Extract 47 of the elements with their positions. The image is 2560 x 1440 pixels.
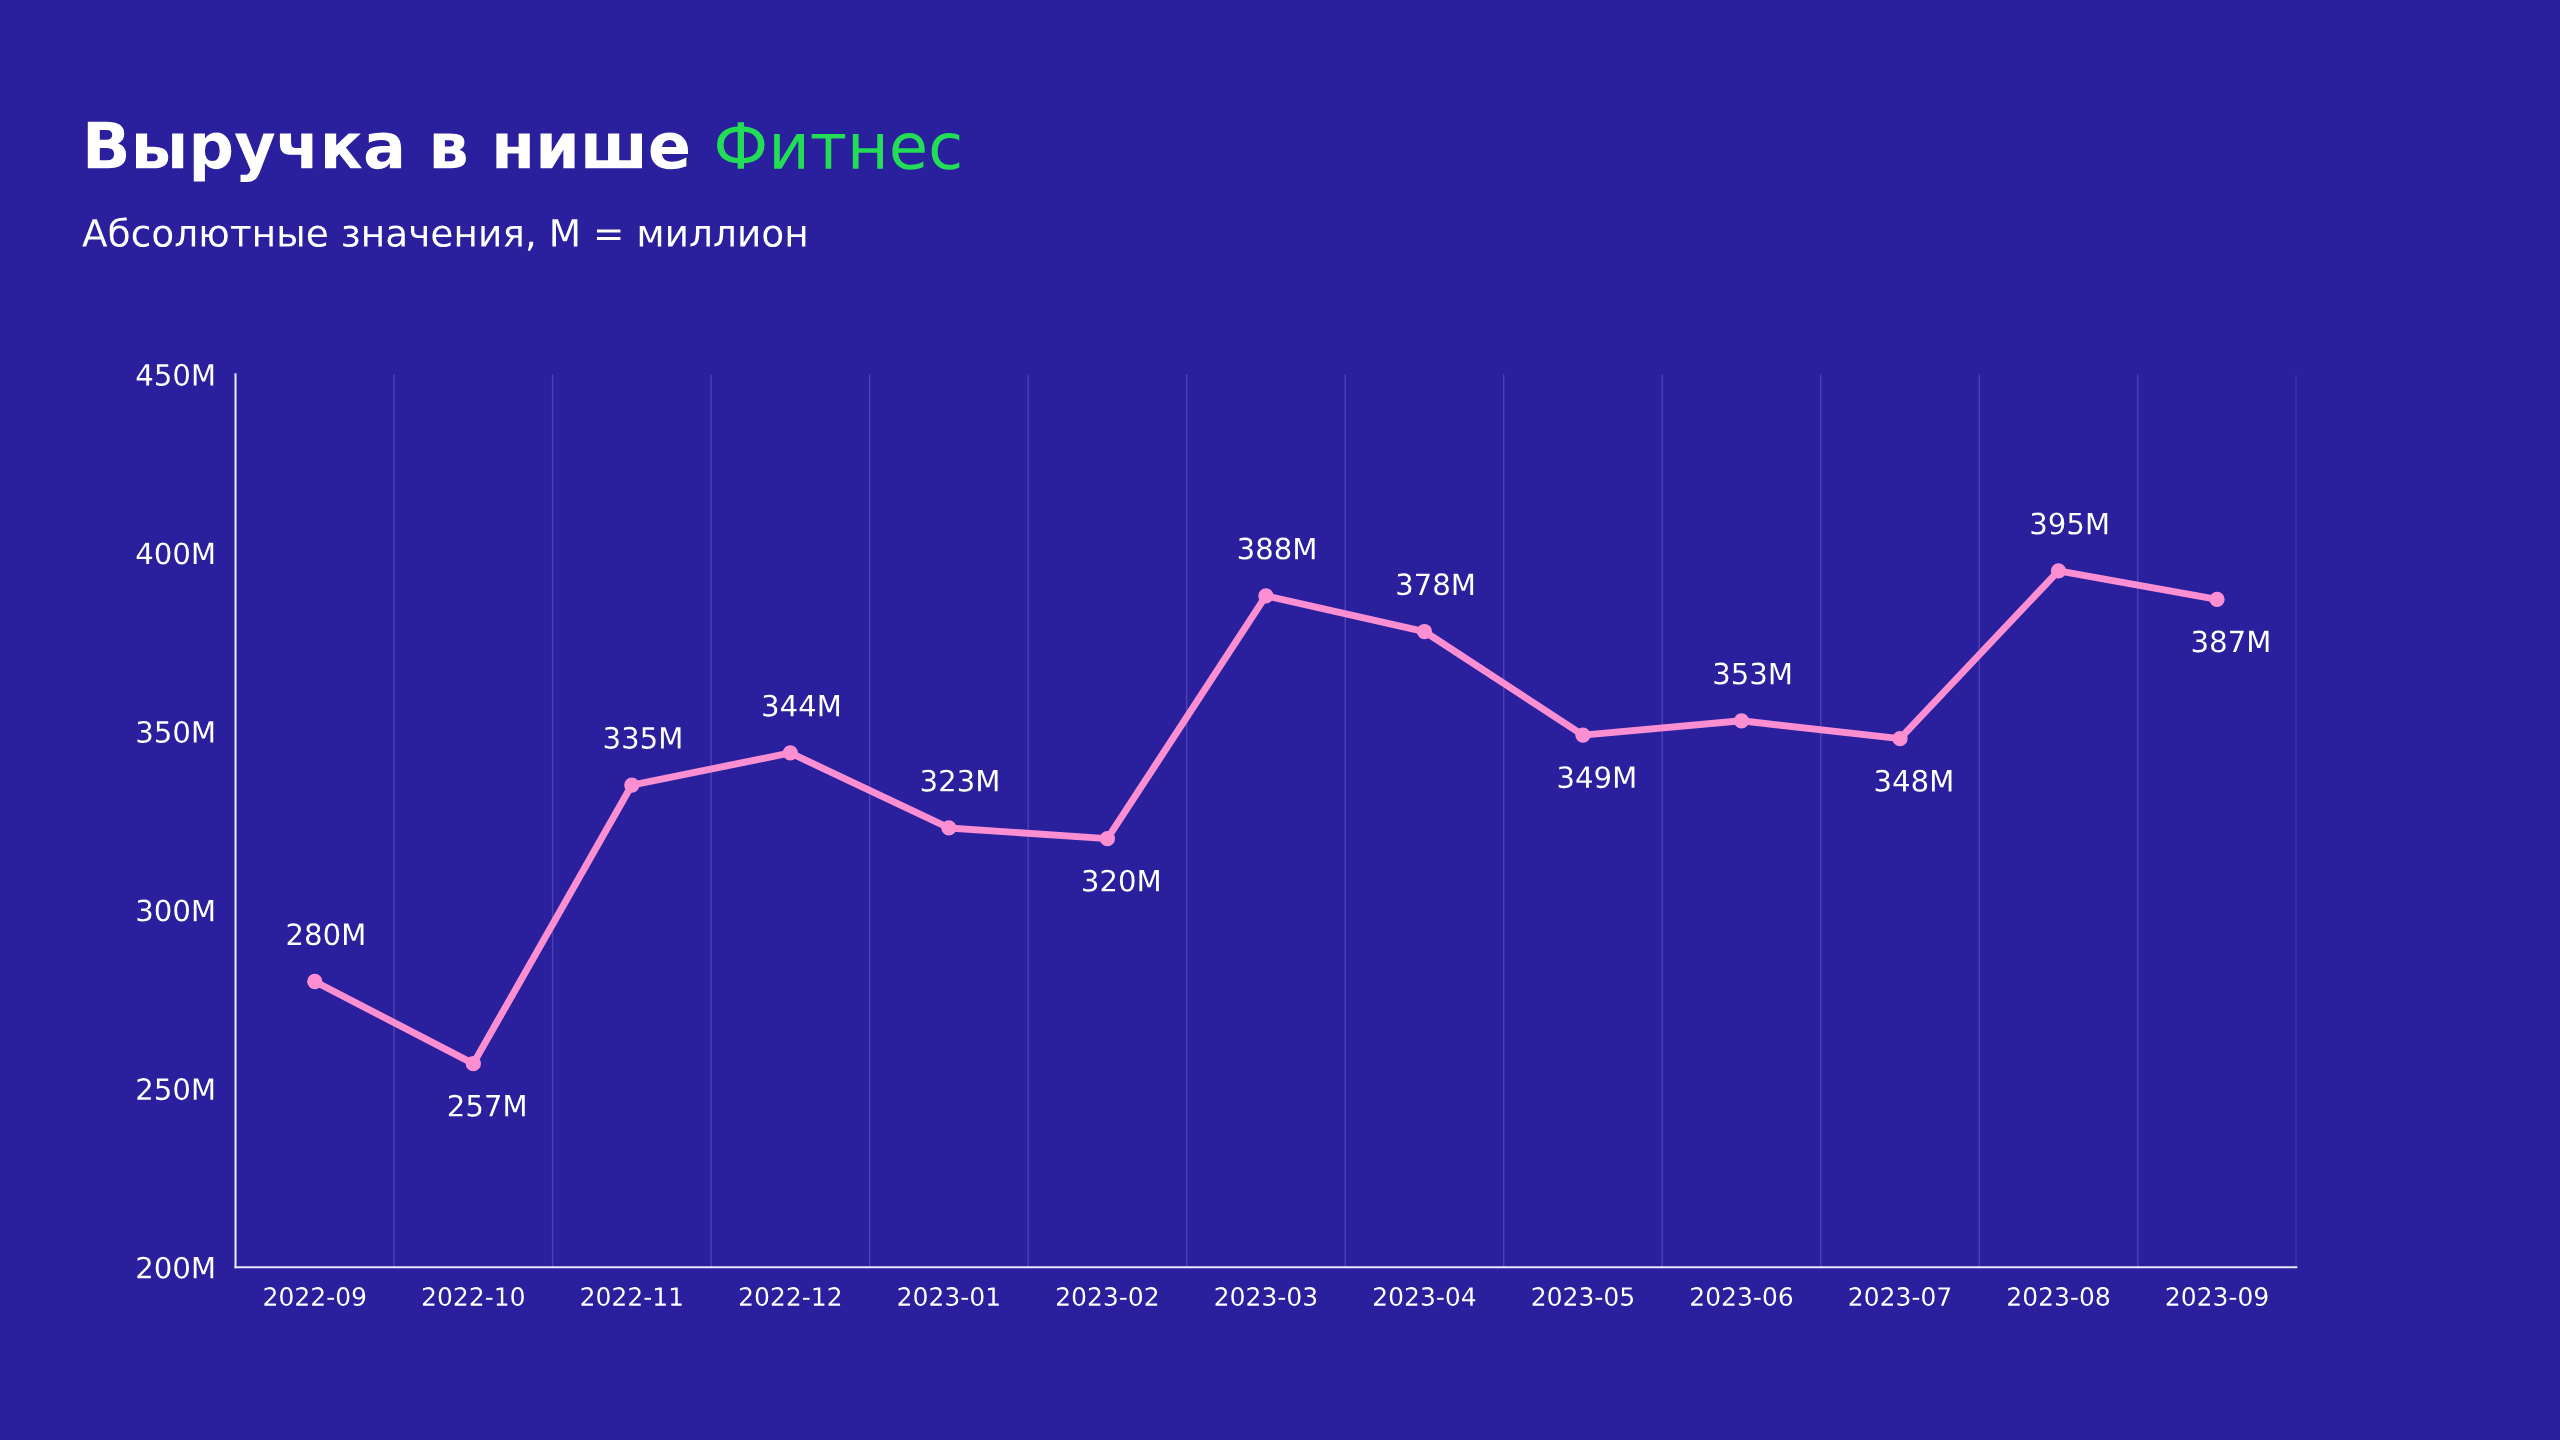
x-tick-label: 2023-01 — [898, 1287, 999, 1306]
data-label: 320M — [1083, 869, 1159, 892]
data-label: 387M — [2192, 630, 2269, 653]
point — [782, 745, 798, 761]
x-tick-label: 2022-09 — [264, 1287, 366, 1306]
data-label: 257M — [448, 1094, 525, 1117]
data-label: 280M — [287, 923, 364, 946]
x-tick-label: 2023-08 — [2008, 1287, 2110, 1306]
point — [465, 1056, 481, 1072]
data-label: 353M — [1714, 662, 1791, 685]
point — [1416, 623, 1433, 640]
point — [1892, 731, 1908, 747]
y-tick-label: 200M — [137, 1256, 214, 1279]
x-tick-label: 2023-06 — [1691, 1287, 1793, 1306]
point — [2050, 563, 2067, 579]
x-tick-label: 2023-09 — [2166, 1287, 2268, 1306]
x-tick-label: 2023-02 — [1057, 1287, 1158, 1306]
x-tick-label: 2022-12 — [739, 1287, 841, 1306]
x-tick-label: 2023-04 — [1374, 1287, 1476, 1306]
data-label: 323M — [921, 769, 998, 792]
point — [1575, 727, 1591, 743]
y-tick-label: 350M — [137, 720, 214, 744]
y-tick-label: 250M — [137, 1078, 214, 1101]
data-label: 378M — [1397, 573, 1474, 596]
x-tick-label: 2023-05 — [1532, 1287, 1634, 1306]
data-label: 335M — [604, 726, 681, 749]
point — [1258, 588, 1274, 604]
data-label: 388M — [1238, 537, 1315, 560]
point — [624, 777, 640, 793]
x-tick-label: 2023-03 — [1215, 1287, 1317, 1306]
x-tick-label: 2022-10 — [422, 1287, 524, 1306]
chart-subtitle: Абсолютные значения, M = миллион — [82, 217, 806, 251]
point — [307, 973, 323, 990]
x-tick-label: 2023-07 — [1849, 1287, 1951, 1306]
point — [1099, 831, 1116, 847]
x-tick-label: 2022-11 — [581, 1287, 682, 1306]
data-label: 349M — [1558, 766, 1635, 789]
data-label: 348M — [1875, 769, 1952, 792]
point — [941, 820, 957, 836]
y-tick-label: 400M — [136, 542, 214, 565]
y-tick-label: 450M — [136, 363, 214, 386]
y-tick-label: 300M — [137, 899, 214, 922]
data-label: 395M — [2031, 512, 2108, 535]
point — [2209, 591, 2225, 608]
chart-title: Выручка в нише Фитнес — [87, 121, 960, 183]
data-label: 344M — [763, 694, 840, 717]
point — [1733, 713, 1750, 729]
